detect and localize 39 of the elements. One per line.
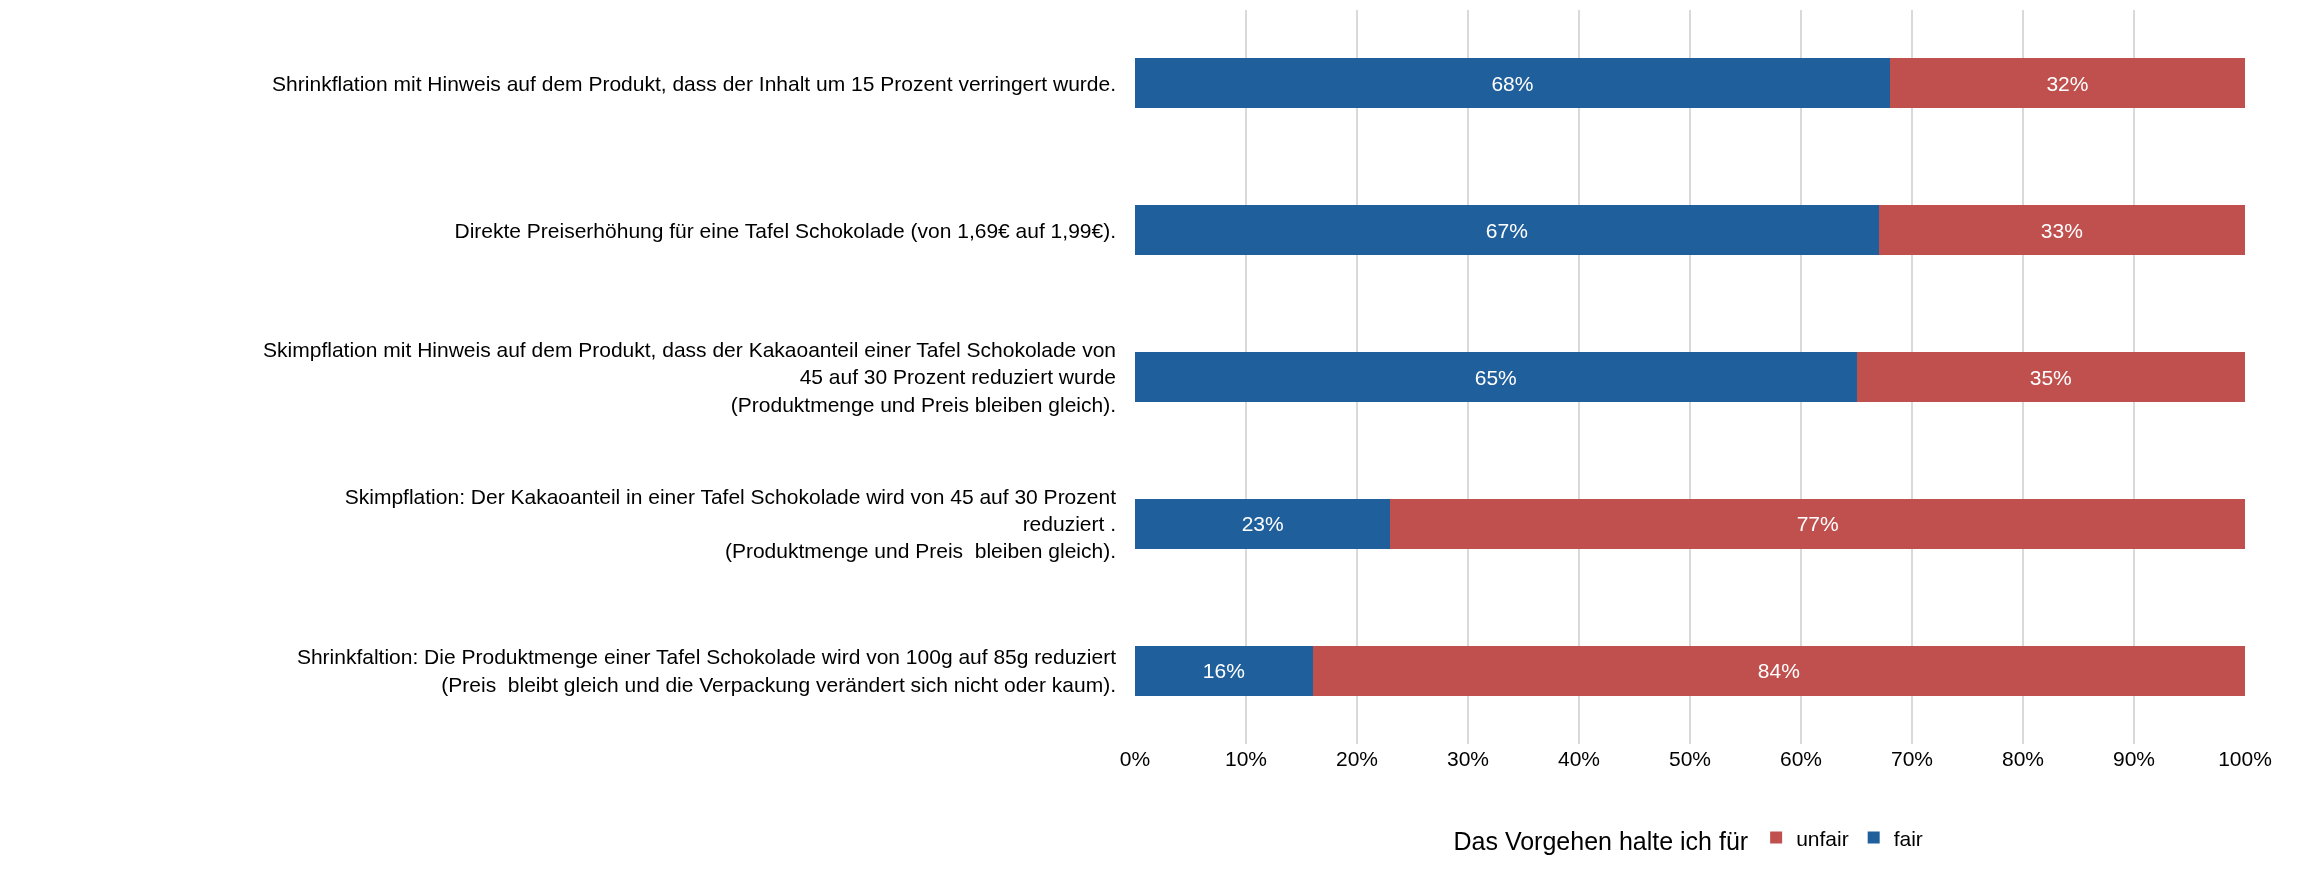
data-label: 84% [1757,659,1800,683]
bar [1135,58,1890,109]
x-tick-label: 40% [1557,747,1601,770]
y-tick-label: Shrinkflation mit Hinweis auf dem Produkt, dass der Inhalt um 15 Prozent verringert wurde. [272,71,1116,95]
x-tick-label: 80% [2001,747,2045,770]
bar [1390,498,2245,549]
x-tick-label: 50% [1668,747,1712,770]
data-label: 32% [2046,71,2089,95]
data-label: 16% [1202,659,1245,683]
data-label: 33% [2040,218,2083,242]
bar [1135,498,1391,549]
y-tick-label: Skimpflation mit Hinweis auf dem Produkt, dass der Kakaoanteil einer Tafel Schokolade von 45 auf 30 Prozent reduziert wurde (Produktmenge und Preis bleiben gleich). [263,338,1116,416]
x-tick-label: 0% [1119,747,1151,770]
legend-label: fair [1893,826,1923,850]
bar [1135,205,1879,256]
y-tick-label: Shrinkfaltion: Die Produktmenge einer Tafel Schokolade wird von 100g auf 85g reduziert (Preis bleibt gleich und die Verpackung verändert sich nicht oder kaum). [296,645,1117,696]
data-label: 35% [2029,365,2072,389]
y-tick-label: Skimpflation: Der Kakaoanteil in einer Tafel Schokolade wird von 45 auf 30 Prozent reduziert . (Produktmenge und Preis bleiben gleich). [344,484,1117,563]
bar [1889,58,2245,109]
x-tick-label: 100% [2218,747,2272,770]
x-tick-label: 60% [1779,747,1823,770]
x-tick-label: 20% [1335,747,1379,770]
y-tick-label: Direkte Preiserhöhung für eine Tafel Schokolade (von 1,69€ auf 1,99€). [454,218,1116,242]
bar [1856,352,2245,402]
data-label: 23% [1241,512,1284,536]
x-tick-label: 30% [1446,747,1490,770]
x-tick-label: 90% [2112,747,2156,770]
data-label: 65% [1474,365,1517,389]
bar [1312,645,2245,696]
data-label: 67% [1485,218,1528,242]
bar [1135,645,1313,696]
x-tick-label: 10% [1224,747,1268,770]
data-label: 77% [1796,512,1839,536]
legend-label: unfair [1796,826,1849,850]
data-label: 68% [1491,71,1534,95]
bar [1135,352,1857,402]
bar [1878,205,2245,256]
x-tick-label: 70% [1890,747,1934,770]
legend-title: Das Vorgehen halte ich für [1453,826,1749,855]
